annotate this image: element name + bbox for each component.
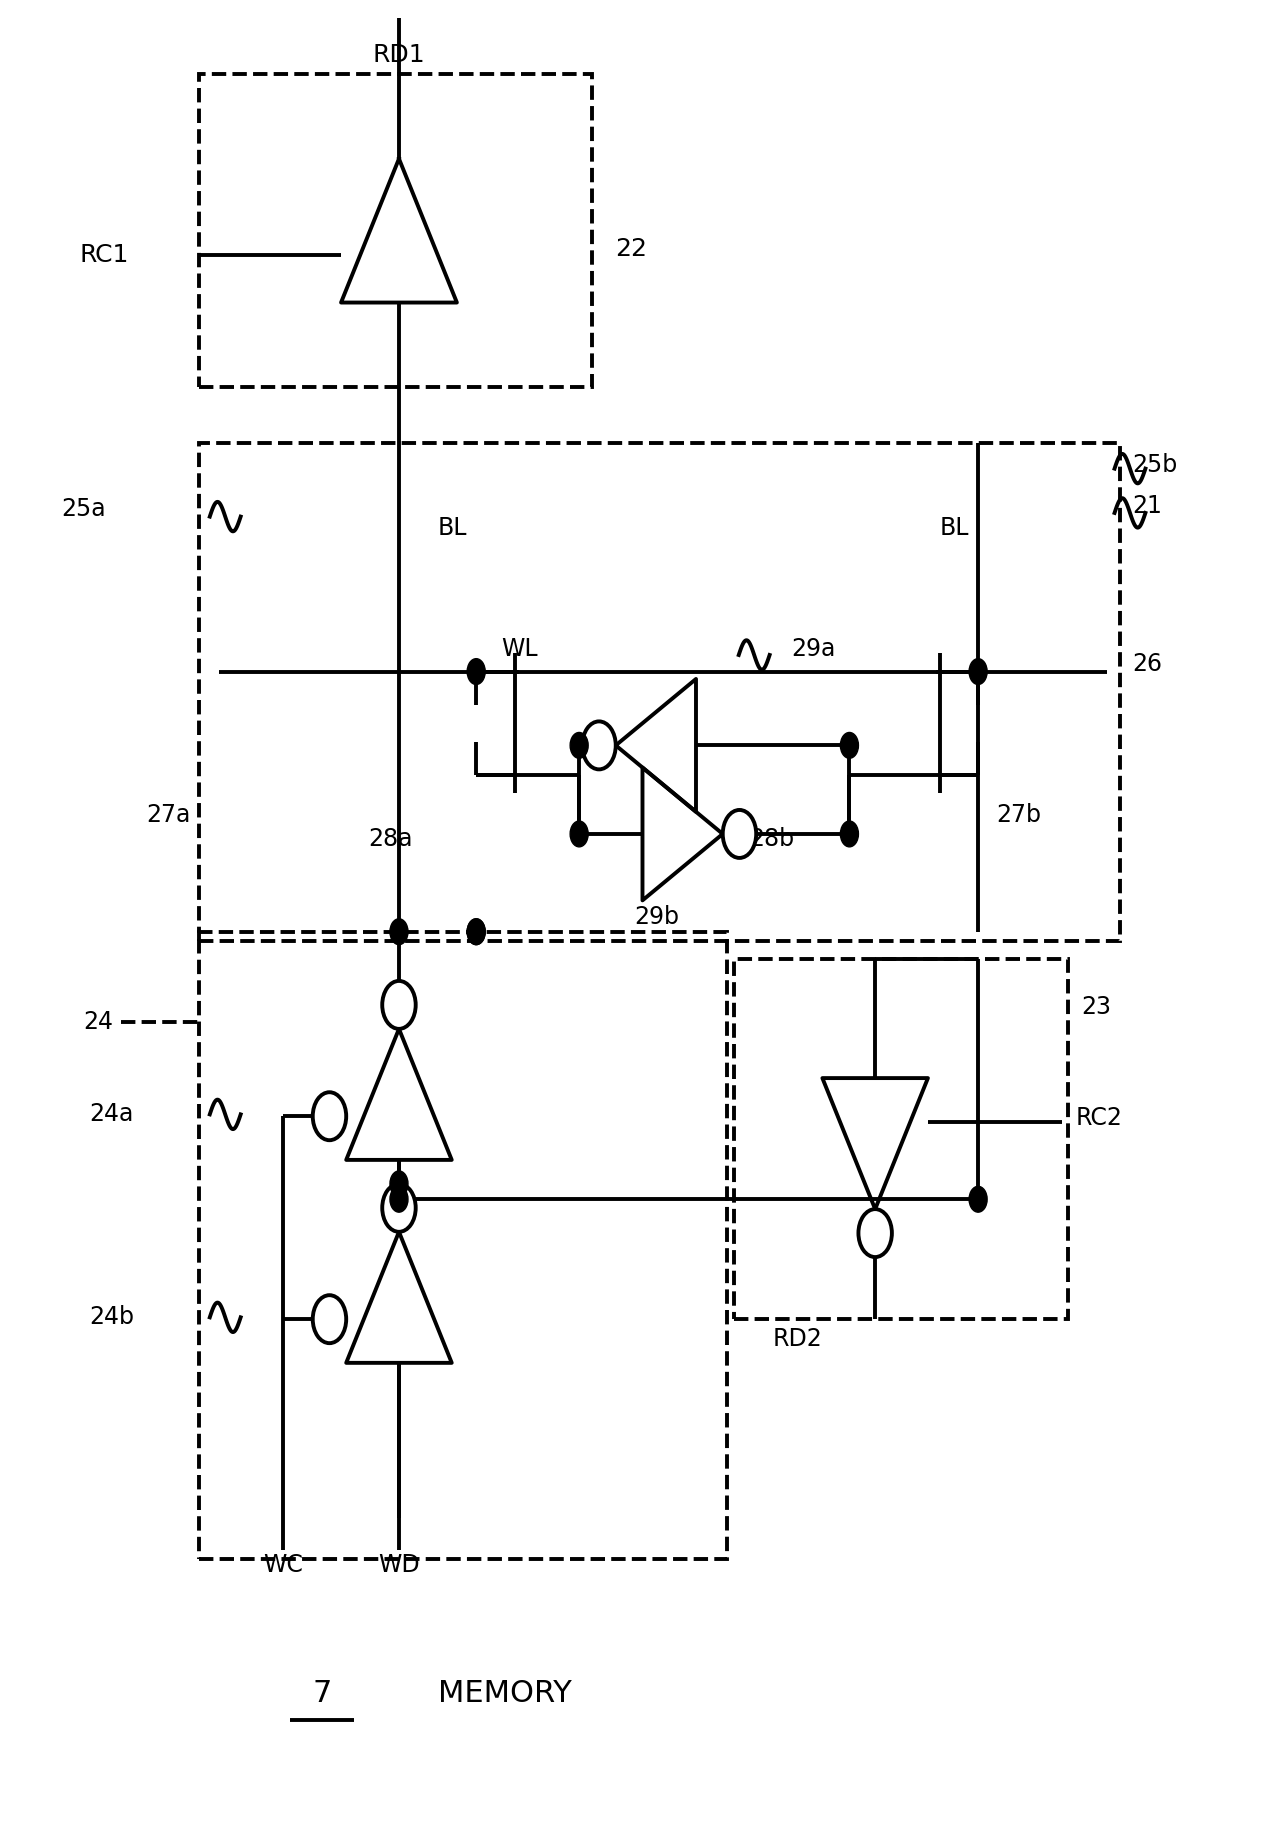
Circle shape: [858, 1208, 892, 1256]
Text: 7: 7: [311, 1679, 332, 1708]
Text: BL: BL: [940, 515, 969, 541]
Text: 24: 24: [84, 1009, 113, 1035]
Text: 24b: 24b: [89, 1304, 134, 1330]
Bar: [734, 959, 1068, 1319]
Text: 28b: 28b: [749, 827, 794, 852]
Circle shape: [313, 1092, 346, 1140]
Text: BL: BL: [438, 515, 467, 541]
Circle shape: [570, 732, 588, 758]
Circle shape: [390, 1172, 408, 1197]
Circle shape: [840, 732, 858, 758]
Text: WL: WL: [502, 637, 538, 662]
Circle shape: [467, 659, 485, 684]
Text: 28a: 28a: [368, 827, 413, 852]
Text: 23: 23: [1081, 994, 1111, 1020]
Text: WC: WC: [264, 1552, 302, 1577]
Circle shape: [313, 1295, 346, 1343]
Bar: [199, 74, 592, 387]
Bar: [199, 932, 727, 1559]
Circle shape: [382, 1184, 416, 1232]
Circle shape: [467, 919, 485, 945]
Circle shape: [840, 821, 858, 847]
Text: RD1: RD1: [373, 42, 425, 68]
Text: 27b: 27b: [996, 803, 1041, 828]
Bar: [199, 443, 1120, 941]
Text: RD2: RD2: [773, 1327, 822, 1352]
Circle shape: [570, 821, 588, 847]
Text: 26: 26: [1133, 651, 1162, 677]
Text: 24a: 24a: [90, 1101, 134, 1127]
Text: 22: 22: [615, 236, 647, 262]
Circle shape: [390, 919, 408, 945]
Text: RC1: RC1: [80, 242, 129, 268]
Circle shape: [969, 659, 987, 684]
Text: RC2: RC2: [1076, 1105, 1122, 1131]
Text: 29b: 29b: [634, 904, 678, 930]
Circle shape: [969, 1186, 987, 1212]
Circle shape: [382, 982, 416, 1030]
Circle shape: [582, 721, 615, 769]
Circle shape: [467, 919, 485, 945]
Text: 25a: 25a: [60, 496, 106, 522]
Circle shape: [390, 1186, 408, 1212]
Text: WD: WD: [378, 1552, 420, 1577]
Text: 25b: 25b: [1133, 452, 1178, 478]
Text: 27a: 27a: [147, 803, 190, 828]
Text: 21: 21: [1133, 493, 1162, 518]
Circle shape: [723, 810, 757, 858]
Text: 29a: 29a: [792, 637, 835, 662]
Text: MEMORY: MEMORY: [438, 1679, 571, 1708]
